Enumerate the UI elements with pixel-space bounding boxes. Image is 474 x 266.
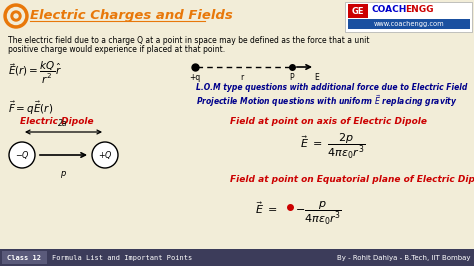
FancyBboxPatch shape <box>0 249 474 266</box>
Circle shape <box>8 7 25 24</box>
Text: Electric Charges and Fields: Electric Charges and Fields <box>30 10 233 23</box>
Text: E: E <box>315 73 319 82</box>
Text: +q: +q <box>190 73 201 82</box>
FancyBboxPatch shape <box>348 4 368 18</box>
Circle shape <box>11 11 21 21</box>
Text: $-Q$: $-Q$ <box>15 149 29 161</box>
Text: $\vec{E}\ =$: $\vec{E}\ =$ <box>255 200 278 216</box>
Circle shape <box>92 142 118 168</box>
Text: P: P <box>290 73 294 82</box>
Text: www.coachengg.com: www.coachengg.com <box>374 21 444 27</box>
Text: 2a: 2a <box>58 119 68 128</box>
Circle shape <box>9 142 35 168</box>
Circle shape <box>4 4 28 28</box>
Text: $-\dfrac{p}{4\pi\epsilon_0 r^3}$: $-\dfrac{p}{4\pi\epsilon_0 r^3}$ <box>295 200 342 227</box>
FancyBboxPatch shape <box>2 251 47 264</box>
Text: Projectile Motion questions with uniform $\vec{E}$ replacing gravity: Projectile Motion questions with uniform… <box>196 93 457 109</box>
Text: $+Q$: $+Q$ <box>98 149 112 161</box>
Circle shape <box>14 14 18 18</box>
Text: ENGG: ENGG <box>405 5 434 14</box>
Text: COACH: COACH <box>372 5 407 14</box>
Text: Class 12: Class 12 <box>7 255 41 261</box>
Text: Field at point on Equatorial plane of Electric Dipole: Field at point on Equatorial plane of El… <box>230 175 474 184</box>
Text: p: p <box>60 169 66 178</box>
Text: L.O.M type questions with additional force due to Electric Field: L.O.M type questions with additional for… <box>196 83 467 92</box>
Text: By - Rohit Dahiya - B.Tech, IIT Bombay: By - Rohit Dahiya - B.Tech, IIT Bombay <box>337 255 471 261</box>
Text: Formula List and Important Points: Formula List and Important Points <box>52 255 192 261</box>
Text: $\vec{E}(r) = \dfrac{kQ}{r^2}\hat{r}$: $\vec{E}(r) = \dfrac{kQ}{r^2}\hat{r}$ <box>8 60 62 86</box>
Text: The electric field due to a charge Q at a point in space may be defined as the f: The electric field due to a charge Q at … <box>8 36 370 45</box>
FancyBboxPatch shape <box>348 19 470 29</box>
Text: $\vec{E}\ =\ \dfrac{2p}{4\pi\epsilon_0 r^3}$: $\vec{E}\ =\ \dfrac{2p}{4\pi\epsilon_0 r… <box>300 132 365 161</box>
Text: r: r <box>240 73 244 82</box>
Text: Field at point on axis of Electric Dipole: Field at point on axis of Electric Dipol… <box>230 117 427 126</box>
Text: Electric Dipole: Electric Dipole <box>20 117 94 126</box>
Text: positive charge would experience if placed at that point.: positive charge would experience if plac… <box>8 45 225 54</box>
Text: GE: GE <box>352 6 364 15</box>
FancyBboxPatch shape <box>345 2 472 32</box>
Text: $\vec{F} = q\vec{E}(r)$: $\vec{F} = q\vec{E}(r)$ <box>8 100 53 118</box>
